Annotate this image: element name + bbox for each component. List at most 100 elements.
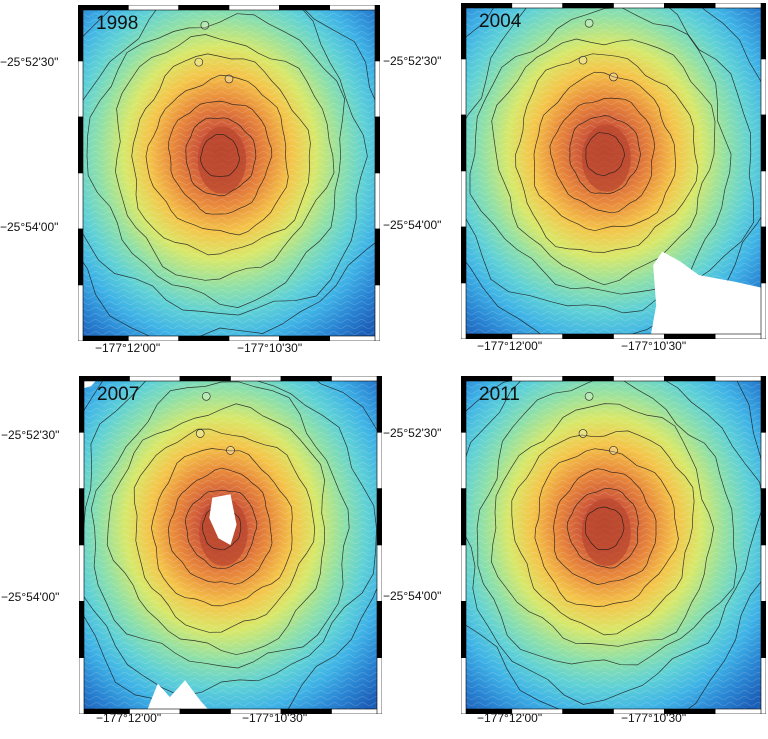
frame-tick (179, 376, 231, 382)
frame-tick (280, 376, 332, 382)
contour-line (553, 468, 657, 585)
contour-line (476, 376, 737, 666)
frame-tick (79, 376, 85, 433)
frame-tick (79, 488, 85, 546)
frame-tick (760, 376, 766, 433)
contour-line (86, 13, 345, 308)
latitude-label: −25°52'30" (0, 55, 59, 69)
bathymetry-map (461, 376, 766, 714)
frame-tick (79, 432, 85, 489)
latitude-label: −25°54'00" (383, 589, 442, 603)
contour-line (511, 430, 695, 636)
contour-line (569, 115, 641, 194)
frame-tick (78, 284, 84, 341)
contour-line (566, 488, 639, 569)
frame-tick (760, 488, 766, 546)
contour-line (79, 376, 382, 714)
frame-tick (376, 657, 382, 714)
frame-tick (760, 58, 766, 116)
frame-tick (461, 226, 467, 284)
contour-line (145, 74, 289, 236)
frame-tick (760, 657, 766, 714)
frame-tick (79, 657, 85, 714)
frame-tick (128, 5, 179, 11)
frame-tick (376, 488, 382, 546)
frame-tick (664, 376, 716, 382)
frame-tick (376, 544, 382, 602)
bathymetry-map (461, 3, 766, 339)
frame-tick (511, 376, 563, 382)
frame-tick (79, 601, 85, 658)
contour-line (115, 34, 335, 281)
bathymetry-map (78, 5, 380, 341)
frame-tick (374, 228, 380, 286)
frame-tick (78, 60, 84, 118)
seamount-cone (578, 55, 588, 65)
summit-relief (581, 498, 631, 566)
contour-line (78, 5, 368, 316)
year-label: 2007 (97, 384, 140, 405)
contour-line (585, 506, 625, 550)
contour-line (185, 117, 257, 197)
contour-line (200, 133, 240, 177)
frame-tick (714, 3, 766, 9)
year-label: 1998 (96, 13, 139, 34)
frame-tick (461, 3, 467, 60)
frame-tick (178, 335, 230, 341)
frame-tick (760, 601, 766, 658)
longitude-label: −177°10'30" (621, 711, 687, 725)
frame-tick (461, 544, 467, 602)
latitude-label: −25°54'00" (1, 590, 60, 604)
seamount-cone (201, 391, 211, 401)
frame-tick (613, 3, 665, 9)
latitude-label: −25°54'00" (383, 218, 442, 232)
seamount-cone (609, 72, 618, 82)
no-data-gap (650, 251, 766, 339)
frame-tick (129, 376, 181, 382)
frame-tick (760, 170, 766, 228)
frame-tick (78, 5, 129, 11)
longitude-label: −177°12'00" (477, 711, 543, 725)
map-panel-2004 (461, 3, 766, 339)
frame-tick (374, 172, 380, 230)
no-data-gap (209, 494, 237, 545)
seamount-cone (578, 429, 588, 438)
seamount-cone (194, 57, 204, 67)
summit-relief (197, 126, 247, 194)
frame-tick (613, 376, 665, 382)
frame-tick (79, 376, 130, 382)
contour-line (151, 448, 293, 607)
frame-tick (329, 335, 380, 341)
frame-tick (714, 333, 766, 339)
year-label: 2004 (479, 11, 522, 32)
frame-tick (374, 60, 380, 118)
year-label: 2011 (479, 384, 520, 405)
frame-tick (461, 3, 513, 9)
seamount-cone (200, 20, 210, 30)
frame-tick (461, 58, 467, 116)
frame-tick (461, 376, 513, 382)
frame-tick (374, 284, 380, 341)
frame-tick (78, 228, 84, 286)
longitude-label: −177°10'30" (242, 711, 308, 725)
frame-tick (461, 432, 467, 489)
frame-tick (461, 657, 467, 714)
frame-tick (178, 5, 230, 11)
contour-line (106, 403, 326, 656)
seamount-cone (224, 74, 234, 84)
frame-tick (230, 376, 282, 382)
frame-tick (179, 708, 231, 714)
bathymetry-map (79, 376, 382, 714)
frame-tick (461, 282, 467, 339)
seamount-cone (584, 18, 594, 28)
frame-tick (461, 488, 467, 546)
contour-line (585, 132, 625, 176)
frame-tick (760, 282, 766, 339)
contour-line (168, 467, 273, 585)
frame-tick (78, 116, 84, 174)
frame-tick (461, 376, 467, 433)
contour-line (490, 403, 715, 647)
map-panel-1998 (78, 5, 380, 341)
frame-tick (329, 5, 380, 11)
frame-tick (461, 170, 467, 228)
